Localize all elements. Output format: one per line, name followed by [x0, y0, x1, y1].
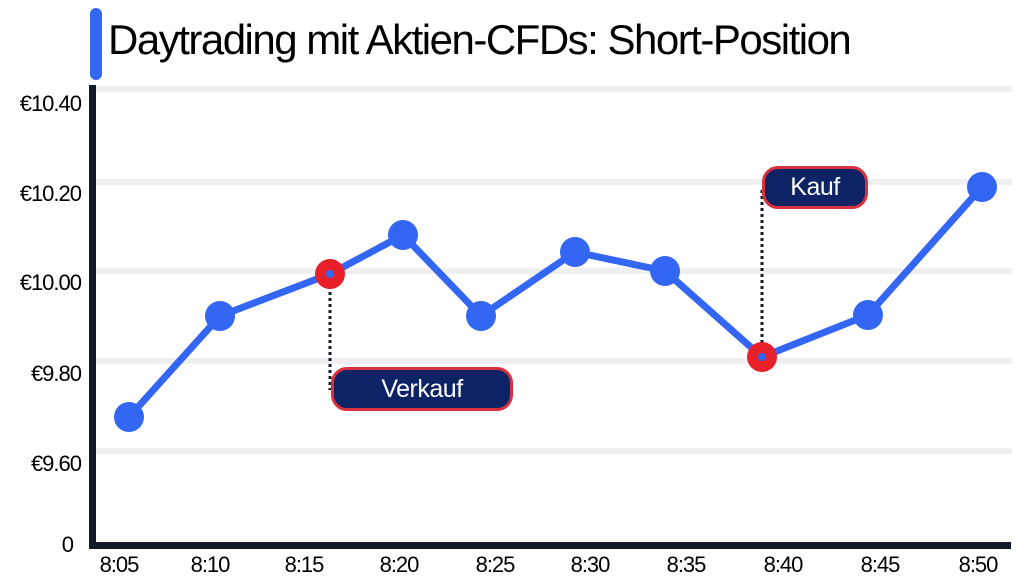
- data-point: [560, 237, 590, 267]
- sell-point-center: [326, 270, 334, 278]
- y-tick-label: €10.00: [19, 270, 82, 295]
- x-tick-label: 8:05: [99, 552, 140, 577]
- data-point: [205, 301, 235, 331]
- data-point: [967, 172, 997, 202]
- x-tick-label: 8:20: [379, 552, 420, 577]
- x-axis: [89, 542, 1011, 549]
- data-point: [114, 402, 144, 432]
- x-tick-label: 8:40: [763, 552, 804, 577]
- title-accent-bar: [90, 8, 102, 80]
- y-axis: [89, 85, 96, 549]
- x-tick-label: 8:15: [284, 552, 325, 577]
- data-point: [853, 300, 883, 330]
- y-tick-label: 0: [61, 532, 74, 557]
- data-point: [388, 220, 418, 250]
- y-tick-label: €10.20: [19, 181, 82, 206]
- x-tick-label: 8:25: [475, 552, 516, 577]
- x-tick-label: 8:30: [570, 552, 611, 577]
- x-tick-label: 8:10: [190, 552, 231, 577]
- buy-point-center: [758, 353, 766, 361]
- x-tick-label: 8:50: [958, 552, 999, 577]
- y-tick-label: €9.60: [30, 451, 82, 476]
- x-tick-label: 8:45: [860, 552, 901, 577]
- data-point: [650, 256, 680, 286]
- y-tick-label: €9.80: [30, 361, 82, 386]
- sell-annotation: Verkauf: [331, 367, 513, 411]
- y-tick-label: €10.40: [19, 91, 82, 116]
- gridlines: [96, 86, 1012, 454]
- chart-title: Daytrading mit Aktien-CFDs: Short-Positi…: [108, 16, 852, 63]
- price-line: [125, 183, 986, 421]
- data-point: [466, 301, 496, 331]
- data-points: [114, 172, 997, 432]
- buy-annotation: Kauf: [762, 166, 868, 209]
- x-tick-label: 8:35: [666, 552, 707, 577]
